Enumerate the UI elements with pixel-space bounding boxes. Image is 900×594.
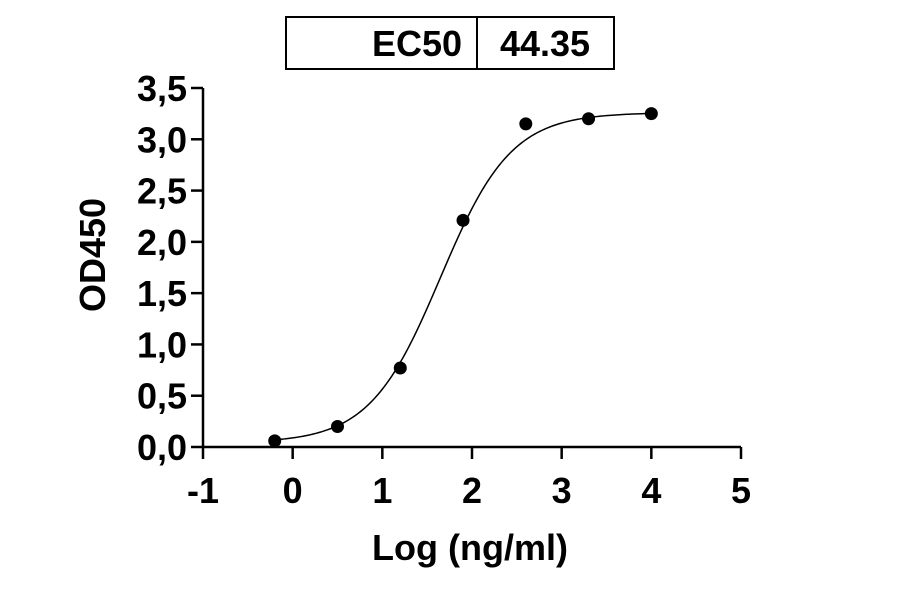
- axes: 0,0 0,5 1,0 1,5 2,0 2,5 3,0 3,5 -1 0 1 2 3 4 5: [137, 68, 751, 511]
- ec50-table-border: [285, 16, 615, 70]
- ec50-label: EC50: [372, 23, 462, 64]
- x-tick-label: 4: [641, 470, 661, 511]
- x-tick-label: 5: [731, 470, 751, 511]
- data-point: [268, 434, 282, 448]
- x-tick-label: 2: [462, 470, 482, 511]
- y-tick-label: 0,0: [137, 427, 187, 468]
- data-points: [268, 107, 658, 448]
- data-point: [644, 107, 658, 121]
- ec50-value: 44.35: [500, 23, 590, 64]
- x-tick-label: 3: [552, 470, 572, 511]
- y-tick-label: 2,5: [137, 171, 187, 212]
- data-point: [519, 117, 533, 131]
- data-point: [393, 361, 407, 375]
- x-tick-label: -1: [187, 470, 219, 511]
- x-tick-label: 0: [283, 470, 303, 511]
- y-tick-label: 3,0: [137, 119, 187, 160]
- fit-curve: [274, 112, 652, 441]
- ec50-table: EC50 44.35: [285, 16, 615, 70]
- x-tick-label: 1: [372, 470, 392, 511]
- y-tick-label: 1,5: [137, 273, 187, 314]
- y-tick-label: 1,0: [137, 324, 187, 365]
- y-tick-label: 0,5: [137, 376, 187, 417]
- x-ticks: -1 0 1 2 3 4 5: [187, 447, 751, 511]
- y-tick-label: 3,5: [137, 68, 187, 109]
- x-axis-title: Log (ng/ml): [372, 527, 568, 568]
- data-point: [456, 213, 470, 227]
- y-axis-title: OD450: [72, 198, 113, 312]
- y-ticks: 0,0 0,5 1,0 1,5 2,0 2,5 3,0 3,5: [137, 68, 203, 468]
- data-point: [582, 112, 596, 126]
- plot-area: [268, 107, 658, 448]
- data-point: [331, 419, 344, 433]
- y-tick-label: 2,0: [137, 222, 187, 263]
